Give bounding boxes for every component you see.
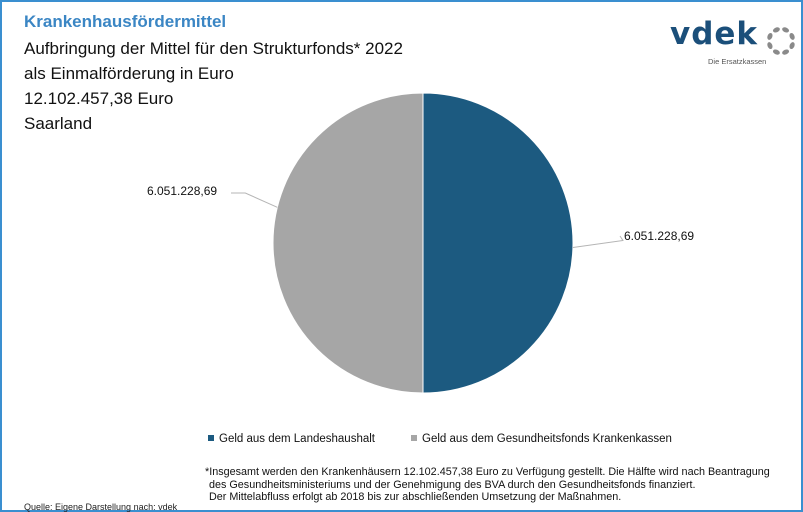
legend-label-gesundheitsfonds: Geld aus dem Gesundheitsfonds Krankenkas… bbox=[422, 433, 672, 445]
logo-dot bbox=[772, 49, 780, 55]
leader-line-gesundheitsfonds bbox=[231, 192, 278, 208]
chart-title-line-2: als Einmalförderung in Euro bbox=[24, 64, 234, 83]
footnote-line-1: *Insgesamt werden den Krankenhäusern 12.… bbox=[205, 466, 770, 478]
source-note: Quelle: Eigene Darstellung nach: vdek bbox=[24, 502, 178, 512]
logo-dot bbox=[772, 27, 780, 33]
legend-item-gesundheitsfonds: Geld aus dem Gesundheitsfonds Krankenkas… bbox=[411, 433, 672, 445]
leader-line-landeshaushalt bbox=[572, 235, 624, 248]
logo-dot bbox=[782, 49, 790, 55]
legend-label-landeshaushalt: Geld aus dem Landeshaushalt bbox=[219, 433, 375, 445]
vdek-logo: vdek Die Ersatzkassen bbox=[670, 16, 800, 72]
chart-kicker: Krankenhausfördermittel bbox=[24, 12, 227, 31]
legend-item-landeshaushalt: Geld aus dem Landeshaushalt bbox=[208, 433, 375, 445]
logo-dot bbox=[767, 42, 773, 50]
pie-slice-landeshaushalt bbox=[422, 92, 574, 394]
chart-total: 12.102.457,38 Euro bbox=[24, 89, 174, 108]
pie-slice-gesundheitsfonds bbox=[272, 92, 424, 394]
chart-title-line-1: Aufbringung der Mittel für den Strukturf… bbox=[24, 39, 403, 58]
logo-dot bbox=[789, 42, 795, 50]
logo-dot bbox=[767, 32, 773, 40]
legend-swatch-gesundheitsfonds bbox=[411, 434, 417, 441]
legend-swatch-landeshaushalt bbox=[208, 434, 214, 441]
logo-dot bbox=[789, 32, 795, 40]
logo-dot bbox=[782, 27, 790, 33]
chart-region: Saarland bbox=[24, 114, 93, 133]
footnote: *Insgesamt werden den Krankenhäusern 12.… bbox=[205, 466, 770, 504]
logo-wordmark: vdek bbox=[670, 16, 759, 52]
data-label-landeshaushalt: 6.051.228,69 bbox=[624, 229, 694, 243]
logo-ring-icon bbox=[767, 27, 795, 55]
footnote-line-3: Der Mittelabfluss erfolgt ab 2018 bis zu… bbox=[209, 491, 622, 503]
data-label-gesundheitsfonds: 6.051.228,69 bbox=[147, 184, 217, 198]
footnote-line-2: des Gesundheitsministeriums und der Gene… bbox=[209, 478, 696, 491]
logo-subtitle: Die Ersatzkassen bbox=[708, 57, 767, 66]
